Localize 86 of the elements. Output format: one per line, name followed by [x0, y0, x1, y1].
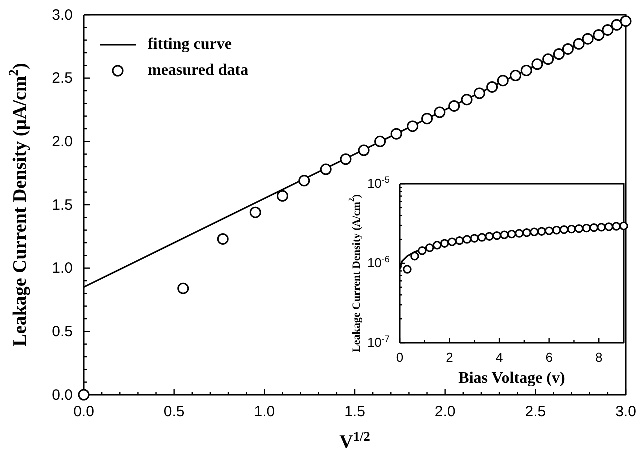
point: [470, 234, 480, 243]
y-tick-label: 2.0: [52, 133, 73, 150]
point: [500, 230, 509, 240]
point: [560, 226, 569, 234]
x-tick-label: 2.0: [434, 404, 456, 421]
point: [611, 19, 623, 31]
point: [574, 224, 584, 234]
point: [530, 228, 539, 236]
point: [485, 232, 494, 241]
point: [593, 30, 605, 42]
point: [461, 94, 473, 106]
point: [604, 222, 614, 232]
point: [474, 88, 486, 100]
point: [298, 175, 310, 187]
point: [612, 222, 621, 231]
point: [497, 75, 509, 87]
point: [390, 128, 402, 140]
x-tick-label: 8: [595, 350, 603, 366]
point: [522, 228, 532, 238]
point: [478, 233, 486, 242]
point: [620, 16, 632, 28]
point: [590, 223, 598, 232]
point: [542, 54, 554, 66]
point: [492, 231, 502, 240]
point: [597, 223, 606, 232]
point: [434, 106, 446, 118]
point: [440, 239, 450, 248]
x-axis-title: Bias Voltage (v): [458, 370, 566, 387]
x-tick-label: 1.5: [344, 404, 366, 421]
x-tick-label: 2: [446, 350, 454, 366]
point: [462, 235, 472, 244]
x-tick-label: 1.0: [254, 404, 276, 421]
point: [515, 229, 524, 238]
point: [582, 33, 594, 45]
point: [486, 81, 498, 93]
point: [276, 190, 288, 202]
point: [178, 282, 190, 294]
y-tick-label: 1.5: [52, 196, 73, 214]
y-tick-label: 2.5: [52, 70, 73, 88]
point: [410, 252, 420, 261]
point: [532, 58, 544, 70]
point: [552, 226, 562, 235]
point: [567, 224, 576, 234]
point: [422, 113, 434, 125]
point: [602, 24, 614, 36]
point: [358, 144, 370, 156]
point: [320, 164, 332, 176]
point: [620, 222, 628, 230]
point: [407, 120, 419, 132]
point: [520, 64, 532, 76]
x-tick-label: 0: [396, 350, 404, 366]
x-tick-label: 6: [546, 350, 553, 366]
x-tick-label: 0.5: [164, 404, 185, 421]
point: [455, 236, 464, 246]
point: [340, 154, 352, 166]
x-tick-label: 3.0: [616, 404, 636, 421]
point: [403, 265, 412, 274]
y-tick-label: 3.0: [52, 6, 73, 24]
point: [510, 70, 522, 82]
x-tick-label: 2.5: [525, 404, 546, 421]
x-tick-label: 4: [496, 350, 504, 366]
legend-label: measured data: [148, 62, 249, 79]
point: [217, 233, 229, 245]
point: [432, 241, 442, 250]
point: [582, 224, 592, 233]
point: [562, 43, 574, 55]
point: [538, 227, 546, 236]
point: [508, 230, 516, 239]
x-axis-title: V$^{1/2}$: [340, 428, 371, 453]
y-tick-label: 0.5: [52, 323, 73, 340]
point: [418, 246, 427, 256]
point: [573, 38, 585, 50]
x-tick-label: 0.0: [74, 404, 94, 421]
point: [250, 206, 262, 218]
legend-label: fitting curve: [148, 36, 232, 53]
y-tick-label: 0.0: [52, 386, 73, 404]
point: [374, 136, 386, 148]
y-tick-label: 10$^{-7}$: [367, 334, 390, 350]
point: [544, 226, 554, 236]
point: [426, 244, 434, 252]
y-tick-label: 10$^{-5}$: [367, 175, 390, 192]
point: [553, 48, 565, 60]
point: [448, 238, 457, 246]
y-tick-label: 10$^{-6}$: [367, 254, 390, 271]
y-tick-label: 1.0: [52, 260, 73, 278]
point: [448, 100, 460, 112]
